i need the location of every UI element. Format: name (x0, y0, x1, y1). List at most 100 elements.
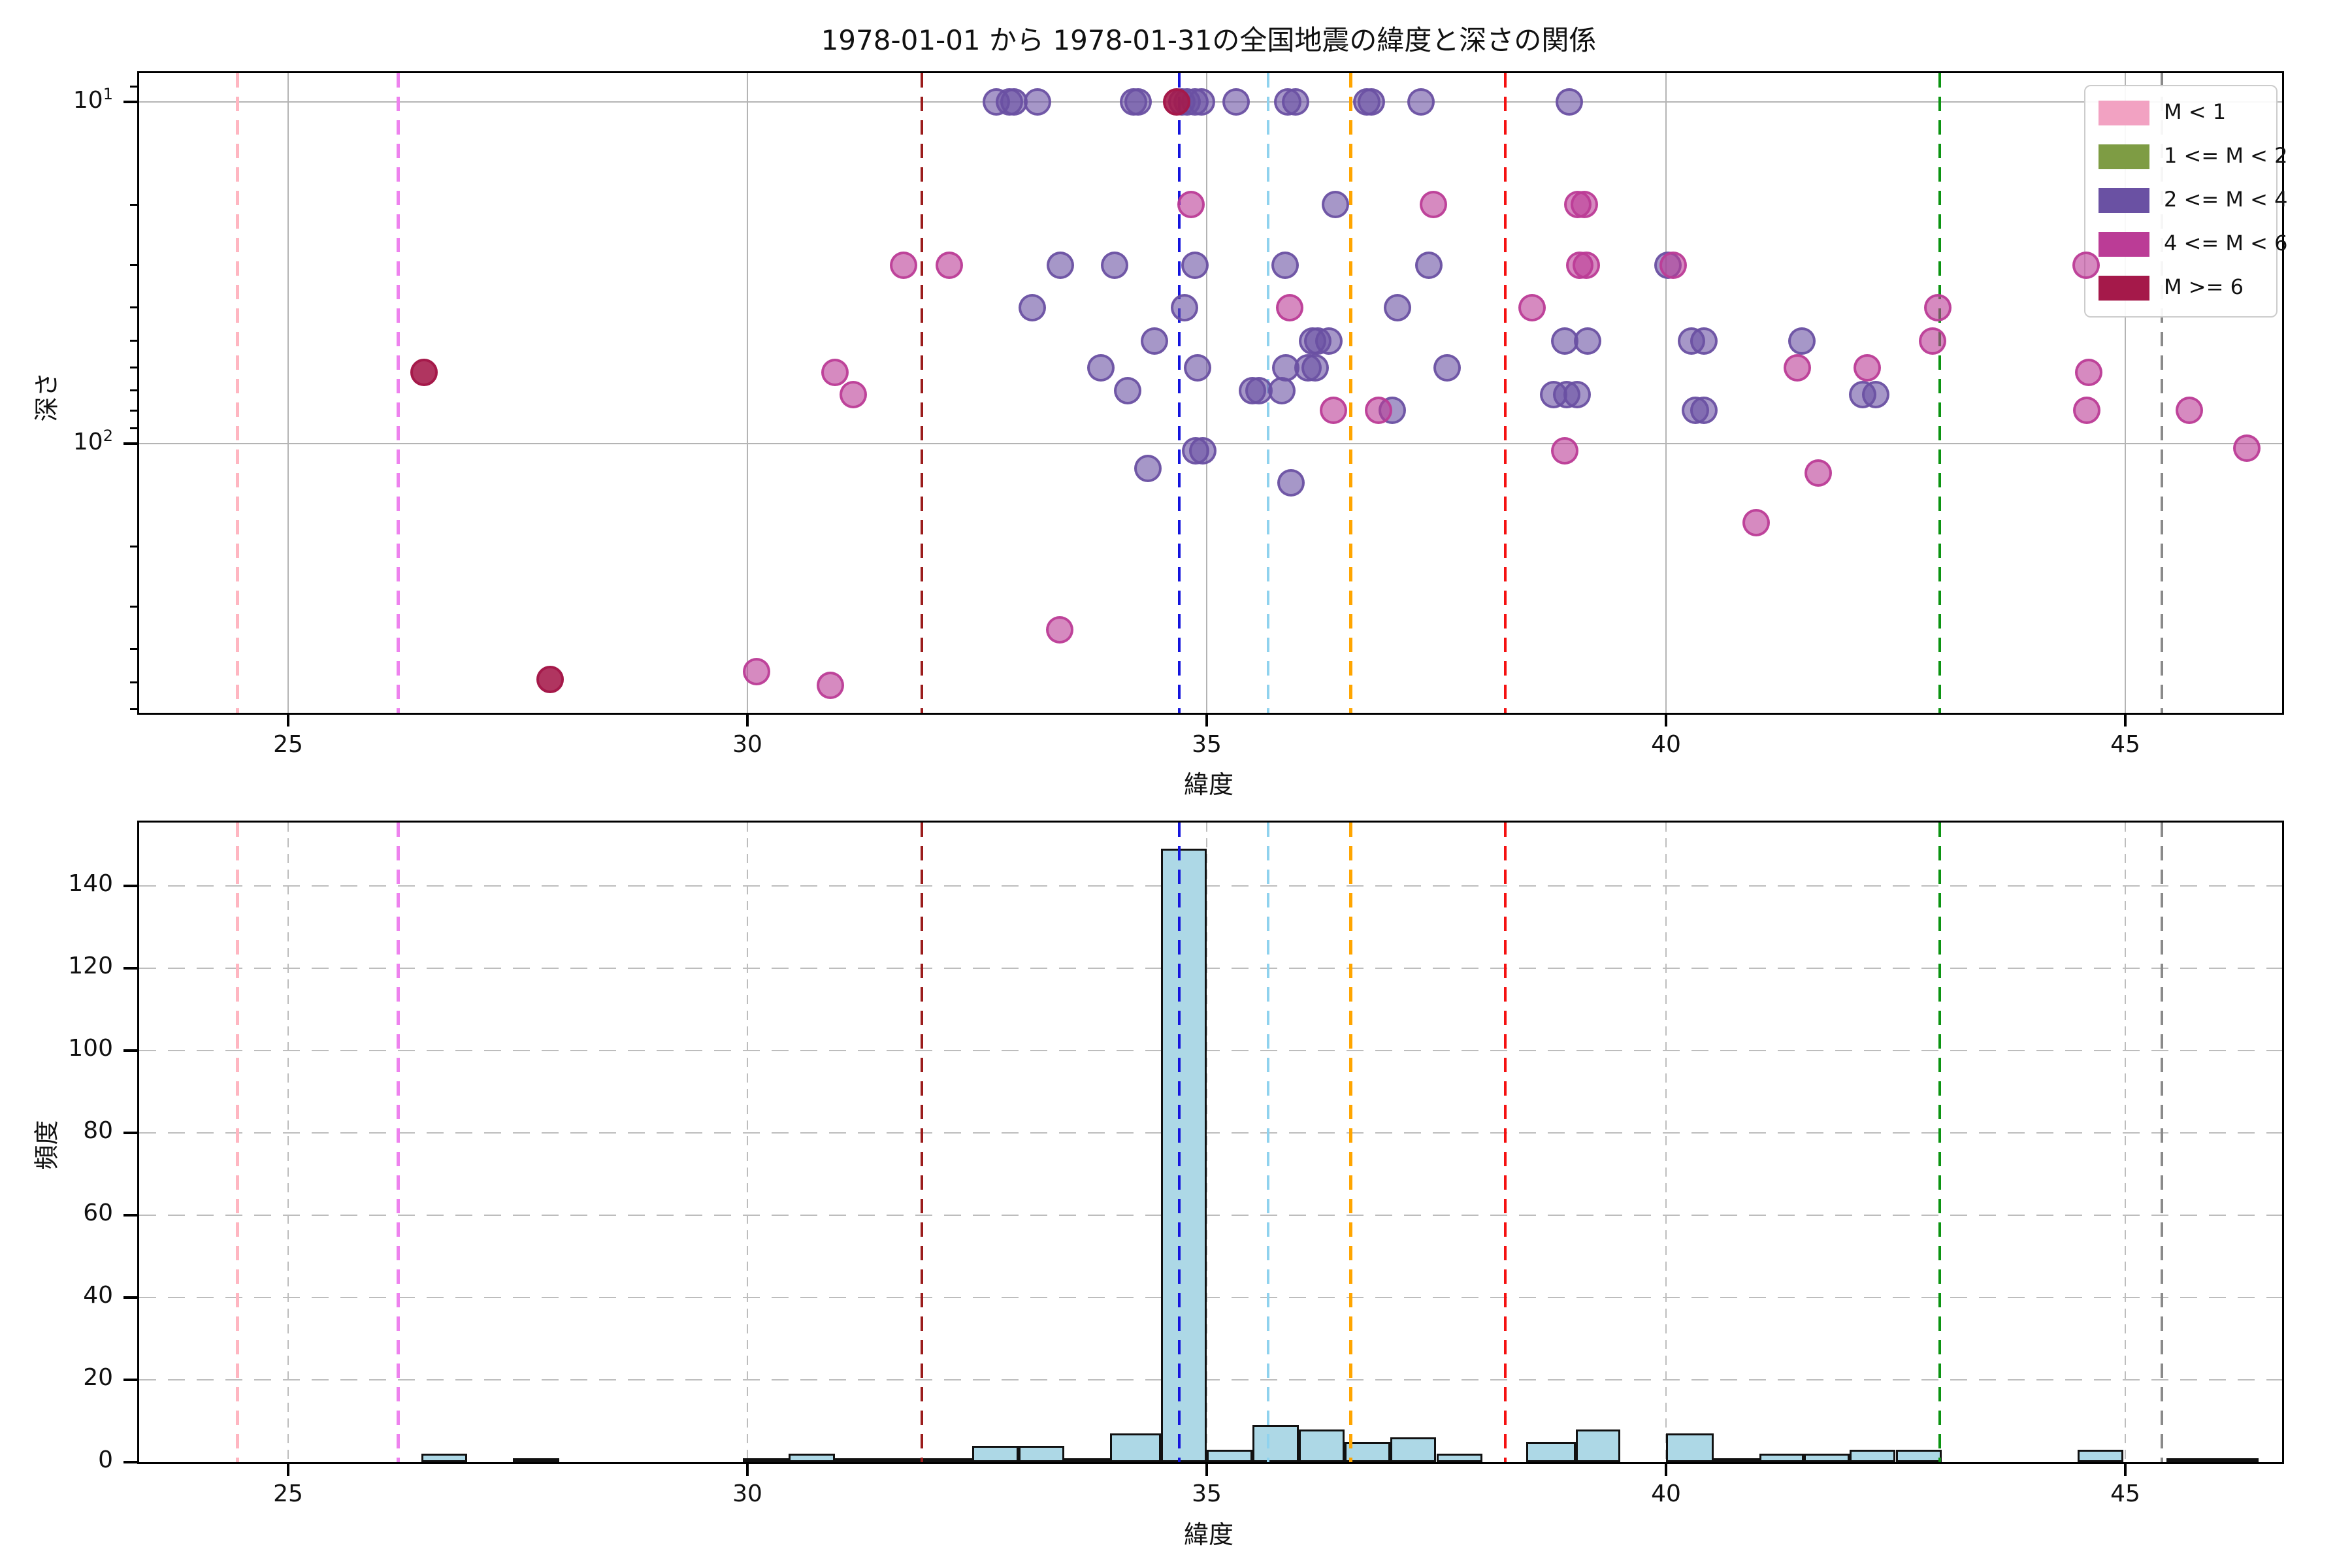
x-axis-tick-label: 40 (1651, 1480, 1681, 1507)
gridline-horizontal (139, 1214, 2282, 1217)
histogram-bar (1803, 1454, 1850, 1462)
scatter-point (1222, 88, 1250, 116)
scatter-panel: 101 102 25 30 35 40 45 (73, 71, 2284, 758)
histogram-bar (1252, 1425, 1299, 1462)
x-axis-tick (1665, 715, 1667, 727)
scatter-point (1788, 327, 1816, 355)
x-axis-tick-label: 35 (1192, 1480, 1222, 1507)
histogram-bar (789, 1454, 835, 1462)
y-axis-major-tick (123, 442, 139, 445)
gridline-vertical (1205, 823, 1208, 1462)
y-axis-tick (123, 1296, 139, 1299)
scatter-point (1271, 251, 1299, 279)
city-reference-line (1503, 823, 1507, 1462)
x-axis-tick-label: 40 (1651, 731, 1681, 758)
scatter-point (1690, 327, 1718, 355)
legend-item: M >= 6 (2099, 274, 2268, 303)
x-axis-label-latitude-top: 緯度 (1183, 770, 1233, 799)
y-axis-label-frequency: 頻度 (32, 1120, 61, 1170)
city-reference-line (1266, 823, 1270, 1462)
histogram-bar (513, 1458, 559, 1462)
histogram-bar (1018, 1445, 1065, 1462)
y-axis-minor-tick (130, 708, 139, 711)
y-axis-tick-label: 120 (68, 953, 113, 979)
y-axis-tick-label: 102 (73, 427, 113, 455)
y-axis-minor-tick (130, 427, 139, 429)
city-reference-line (1503, 73, 1507, 713)
scatter-point (743, 658, 771, 686)
city-reference-line (920, 73, 924, 713)
gridline-vertical (287, 823, 289, 1462)
x-axis-tick (287, 715, 289, 727)
scatter-point (1570, 191, 1598, 219)
y-axis-tick-label: 101 (73, 85, 113, 114)
histogram-bar (1064, 1458, 1111, 1462)
scatter-point (2072, 251, 2100, 279)
histogram-bar (1160, 849, 1207, 1462)
legend-label: M >= 6 (2164, 274, 2244, 299)
scatter-point (1047, 251, 1075, 279)
scatter-point (1433, 353, 1462, 382)
y-axis-minor-tick (130, 340, 139, 342)
scatter-point (1018, 293, 1046, 321)
scatter-point (839, 381, 867, 409)
scatter-point (1101, 251, 1129, 279)
y-axis-tick-label: 80 (83, 1117, 113, 1144)
gridline-vertical (746, 823, 749, 1462)
gridline-vertical (287, 73, 289, 713)
gridline-horizontal (139, 1132, 2282, 1134)
scatter-point (1000, 88, 1028, 116)
y-axis-minor-tick (130, 681, 139, 684)
y-axis-tick-label: 20 (83, 1364, 113, 1391)
y-axis-minor-tick (130, 85, 139, 88)
gridline-horizontal (139, 1049, 2282, 1052)
y-axis-label-depth: 深さ (32, 372, 61, 422)
y-axis-minor-tick (130, 606, 139, 608)
city-reference-line (236, 823, 239, 1462)
y-axis-minor-tick (130, 389, 139, 392)
histogram-bar (1390, 1437, 1437, 1462)
scatter-point (1114, 376, 1142, 404)
scatter-point (1171, 293, 1199, 321)
x-axis-tick (2124, 1464, 2127, 1476)
gridline-vertical (1205, 73, 1208, 713)
scatter-point (2176, 397, 2204, 425)
x-axis-tick (1205, 715, 1208, 727)
x-axis-label-latitude-bottom: 緯度 (1183, 1520, 1233, 1549)
x-axis-tick-label: 45 (2110, 1480, 2140, 1507)
city-reference-line (397, 73, 400, 713)
y-axis-minor-tick (130, 648, 139, 651)
y-axis-tick-label: 100 (68, 1035, 113, 1062)
y-axis-minor-tick (130, 203, 139, 206)
x-axis-tick-label: 30 (732, 1480, 762, 1507)
scatter-point (1784, 353, 1812, 382)
scatter-point (2074, 359, 2102, 387)
gridline-vertical (746, 73, 749, 713)
scatter-point (1563, 381, 1591, 409)
gridline-horizontal (139, 1296, 2282, 1299)
y-axis-minor-tick (130, 367, 139, 369)
histogram-bar (1526, 1441, 1576, 1462)
y-axis-tick-label: 140 (68, 870, 113, 897)
x-axis-tick-label: 25 (273, 1480, 303, 1507)
histogram-bar (1298, 1429, 1345, 1462)
scatter-point (536, 665, 564, 693)
y-axis-major-tick (123, 101, 139, 103)
y-axis-minor-tick (130, 306, 139, 309)
scatter-point (890, 251, 918, 279)
histogram-bar (972, 1445, 1019, 1462)
scatter-point (410, 359, 438, 387)
y-axis-minor-tick (130, 409, 139, 412)
scatter-point (821, 359, 849, 387)
legend-swatch (2099, 276, 2149, 301)
x-axis-tick-label: 35 (1192, 731, 1222, 758)
scatter-point (1181, 251, 1209, 279)
gridline-vertical (2124, 823, 2127, 1462)
scatter-point (1134, 454, 1162, 482)
y-axis-tick (123, 967, 139, 970)
x-axis-tick (2124, 715, 2127, 727)
scatter-point (1572, 251, 1600, 279)
city-reference-line (236, 73, 239, 713)
legend-swatch (2099, 144, 2149, 169)
y-axis-tick (123, 1132, 139, 1134)
